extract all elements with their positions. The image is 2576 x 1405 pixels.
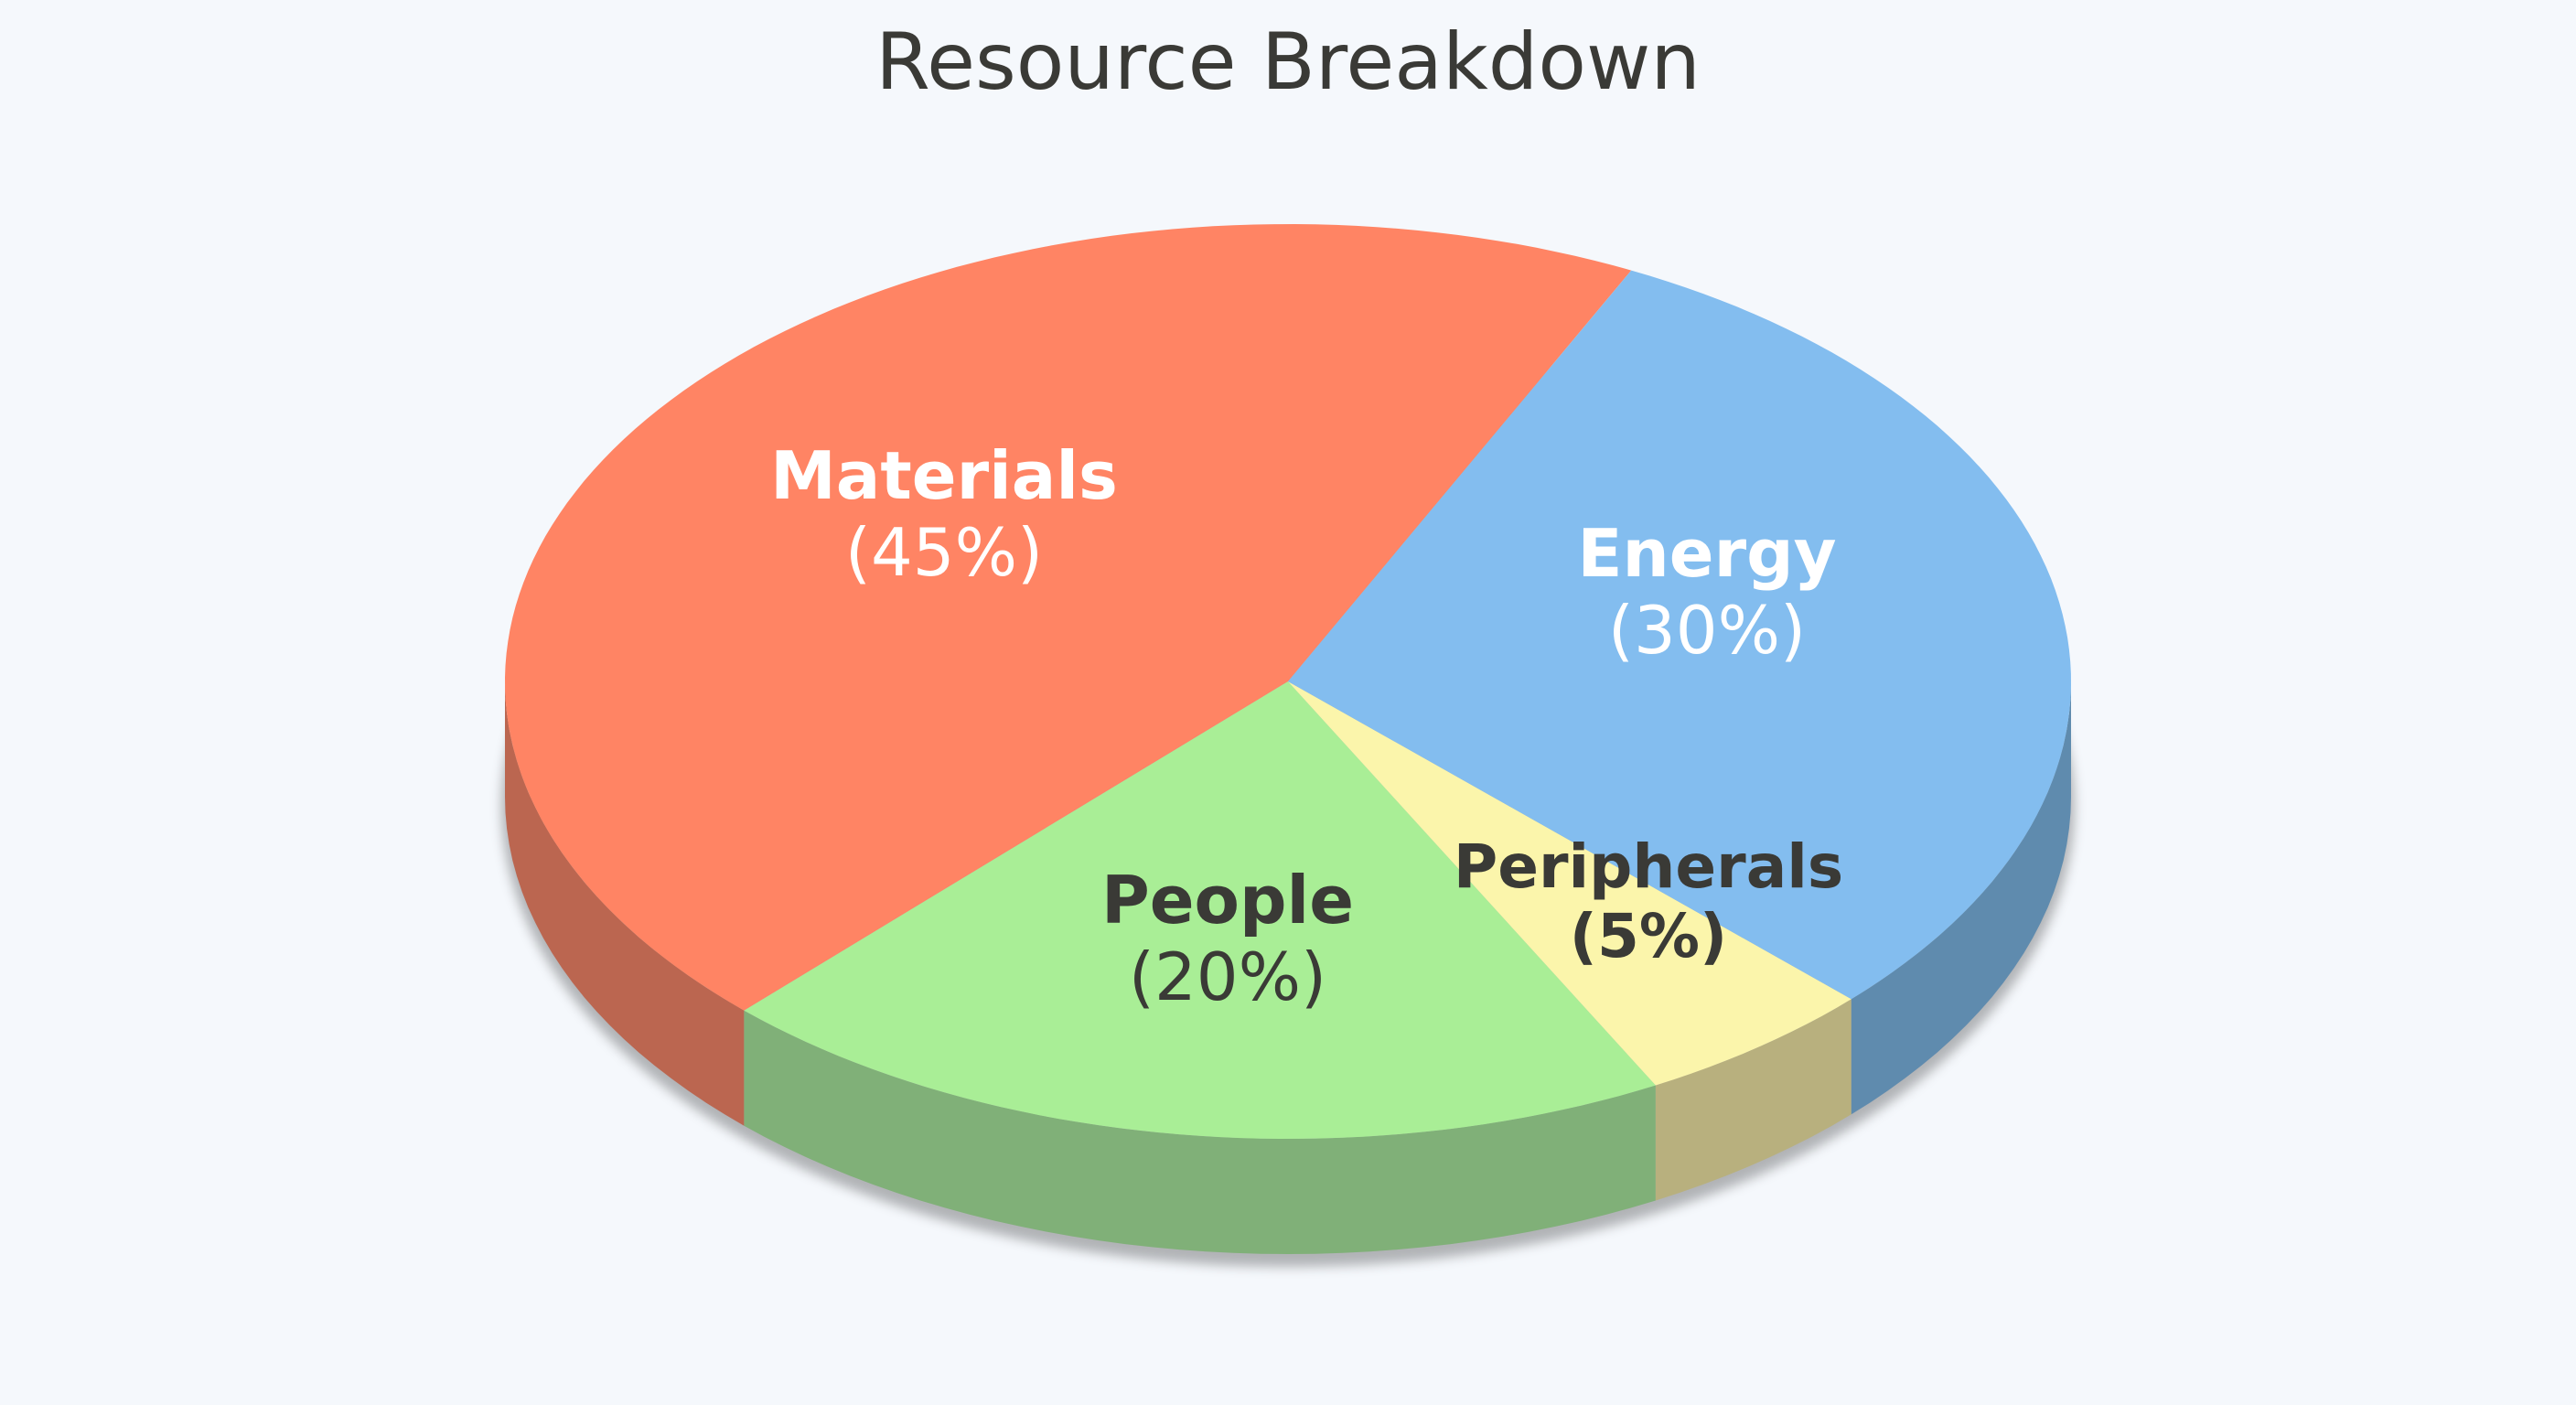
value-label-materials: (45%) [845, 514, 1043, 591]
label-people: People [1101, 862, 1354, 938]
value-label-peripherals: (5%) [1570, 901, 1727, 971]
side-energy [1851, 681, 2071, 1115]
slice-materials [505, 224, 1632, 1011]
value-label-energy: (30%) [1608, 592, 1806, 669]
chart-title: Resource Breakdown [875, 16, 1701, 108]
label-energy: Energy [1577, 515, 1836, 592]
side-people [744, 1010, 1656, 1254]
label-peripherals: Peripherals [1454, 831, 1843, 902]
label-materials: Materials [770, 437, 1118, 514]
side-materials [505, 681, 745, 1126]
slice-energy [1288, 270, 2071, 1000]
value-label-people: (20%) [1129, 938, 1326, 1015]
slice-peripherals [1288, 681, 1852, 1086]
side-peripherals [1655, 999, 1852, 1201]
slice-people [744, 681, 1656, 1139]
